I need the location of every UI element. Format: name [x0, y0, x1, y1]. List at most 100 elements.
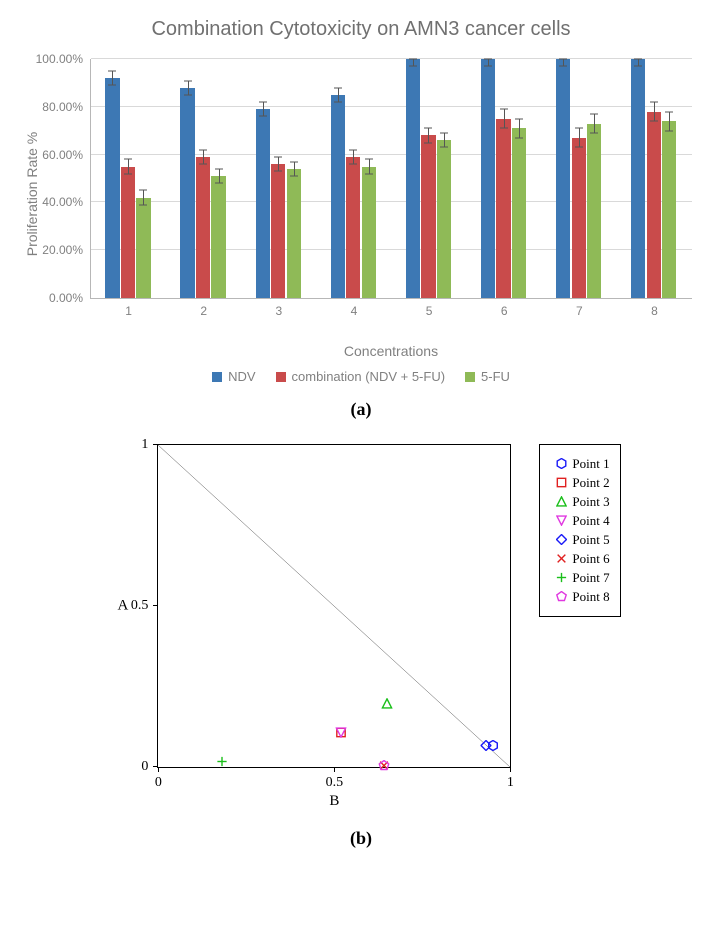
legend-marker-icon — [550, 477, 572, 488]
error-bar — [219, 169, 220, 183]
scatter-point — [480, 738, 491, 756]
error-bar — [278, 157, 279, 171]
scatter-point — [336, 725, 347, 743]
legend-marker-icon — [550, 553, 572, 564]
y-tick-label: 0.00% — [49, 291, 91, 305]
scatter-legend-item: Point 3 — [550, 494, 609, 510]
x-tick-label: 6 — [501, 298, 508, 318]
scatter-legend-label: Point 6 — [572, 551, 609, 567]
y-tick-label: 20.00% — [42, 243, 91, 257]
scatter-plot-area: A B 00.5100.51 — [157, 444, 511, 768]
bar — [271, 164, 285, 298]
scatter-point — [216, 754, 227, 772]
scatter-legend-label: Point 8 — [572, 589, 609, 605]
bar — [572, 138, 586, 298]
error-bar — [444, 133, 445, 147]
error-bar — [654, 102, 655, 121]
scatter-y-tick: 0.5 — [131, 598, 159, 614]
error-bar — [594, 114, 595, 133]
legend-swatch — [212, 372, 222, 382]
error-bar — [188, 81, 189, 95]
y-tick-label: 40.00% — [42, 195, 91, 209]
bar — [287, 169, 301, 298]
y-axis-label: Proliferation Rate % — [24, 132, 40, 257]
bar — [346, 157, 360, 298]
scatter-legend-label: Point 2 — [572, 475, 609, 491]
legend-swatch — [465, 372, 475, 382]
legend-item: combination (NDV + 5-FU) — [276, 369, 446, 384]
bar — [631, 59, 645, 298]
error-bar — [112, 71, 113, 85]
legend-label: combination (NDV + 5-FU) — [292, 369, 446, 384]
diagonal-line — [158, 445, 510, 767]
bar — [362, 167, 376, 298]
bar — [437, 140, 451, 298]
bar-chart: Proliferation Rate % 0.00%20.00%40.00%60… — [90, 59, 692, 329]
legend-swatch — [276, 372, 286, 382]
scatter-legend-label: Point 1 — [572, 456, 609, 472]
scatter-legend-label: Point 7 — [572, 570, 609, 586]
x-tick-label: 8 — [651, 298, 658, 318]
bar-legend: NDV combination (NDV + 5-FU) 5-FU — [20, 369, 702, 385]
bar — [496, 119, 510, 298]
legend-marker-icon — [550, 458, 572, 469]
bar — [136, 198, 150, 298]
bar — [587, 124, 601, 298]
gridline — [91, 58, 692, 59]
legend-marker-icon — [550, 515, 572, 526]
bar — [196, 157, 210, 298]
x-tick-label: 1 — [125, 298, 132, 318]
error-bar — [294, 162, 295, 176]
scatter-point — [382, 696, 393, 714]
x-tick-label: 4 — [351, 298, 358, 318]
y-tick-label: 100.00% — [36, 52, 91, 66]
panel-b-label: (b) — [20, 828, 702, 849]
bar — [512, 128, 526, 298]
error-bar — [428, 128, 429, 142]
legend-marker-icon — [550, 572, 572, 583]
error-bar — [143, 190, 144, 204]
y-tick-label: 80.00% — [42, 100, 91, 114]
scatter-legend-item: Point 6 — [550, 551, 609, 567]
error-bar — [338, 88, 339, 102]
bar — [421, 135, 435, 298]
bar — [331, 95, 345, 298]
scatter-legend-label: Point 4 — [572, 513, 609, 529]
error-bar — [203, 150, 204, 164]
legend-marker-icon — [550, 534, 572, 545]
error-bar — [579, 128, 580, 147]
bar-plot-area: 0.00%20.00%40.00%60.00%80.00%100.00%1234… — [90, 59, 692, 299]
bar — [256, 109, 270, 298]
x-axis-label: Concentrations — [344, 335, 438, 359]
bar — [406, 59, 420, 298]
bar — [647, 112, 661, 298]
bar — [211, 176, 225, 298]
bar — [121, 167, 135, 298]
error-bar — [353, 150, 354, 164]
chart-a-title: Combination Cytotoxicity on AMN3 cancer … — [20, 18, 702, 41]
bar — [105, 78, 119, 298]
bar — [556, 59, 570, 298]
error-bar — [128, 159, 129, 173]
scatter-legend: Point 1 Point 2 Point 3 Point 4 Point 5 Point… — [539, 444, 620, 617]
scatter-legend-item: Point 8 — [550, 589, 609, 605]
bar — [180, 88, 194, 298]
x-tick-label: 7 — [576, 298, 583, 318]
scatter-chart: A B 00.5100.51 Point 1Point 2Point 3Poin… — [20, 434, 702, 814]
x-tick-label: 2 — [200, 298, 207, 318]
error-bar — [504, 109, 505, 128]
scatter-legend-item: Point 1 — [550, 456, 609, 472]
y-tick-label: 60.00% — [42, 148, 91, 162]
scatter-legend-item: Point 2 — [550, 475, 609, 491]
legend-label: NDV — [228, 369, 255, 384]
scatter-legend-label: Point 5 — [572, 532, 609, 548]
scatter-legend-item: Point 5 — [550, 532, 609, 548]
x-tick-label: 5 — [426, 298, 433, 318]
error-bar — [669, 112, 670, 131]
bar — [481, 59, 495, 298]
legend-item: 5-FU — [465, 369, 510, 384]
legend-marker-icon — [550, 591, 572, 602]
scatter-legend-item: Point 7 — [550, 570, 609, 586]
error-bar — [263, 102, 264, 116]
legend-item: NDV — [212, 369, 255, 384]
